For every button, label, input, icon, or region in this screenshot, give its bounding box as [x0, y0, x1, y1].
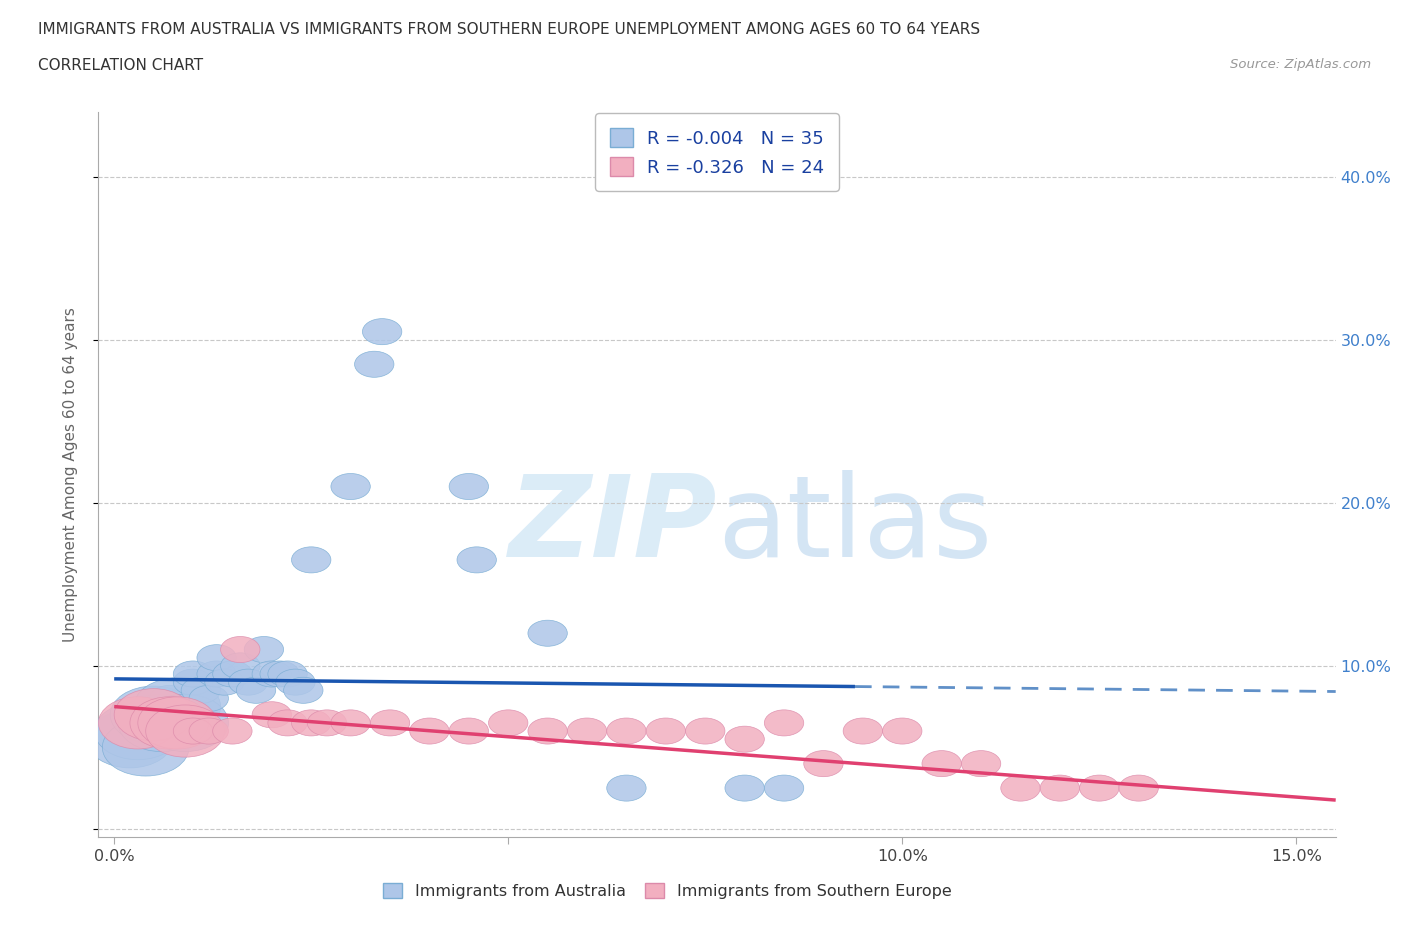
- Text: ZIP: ZIP: [509, 470, 717, 580]
- Ellipse shape: [129, 697, 208, 749]
- Ellipse shape: [269, 661, 308, 687]
- Ellipse shape: [173, 718, 212, 744]
- Ellipse shape: [370, 710, 409, 736]
- Ellipse shape: [221, 636, 260, 662]
- Ellipse shape: [409, 718, 449, 744]
- Ellipse shape: [181, 677, 221, 703]
- Ellipse shape: [197, 644, 236, 671]
- Ellipse shape: [725, 726, 765, 752]
- Ellipse shape: [449, 473, 488, 499]
- Ellipse shape: [212, 718, 252, 744]
- Ellipse shape: [94, 702, 181, 760]
- Y-axis label: Unemployment Among Ages 60 to 64 years: Unemployment Among Ages 60 to 64 years: [63, 307, 77, 642]
- Ellipse shape: [110, 686, 197, 743]
- Ellipse shape: [260, 661, 299, 687]
- Ellipse shape: [1119, 775, 1159, 801]
- Ellipse shape: [114, 688, 193, 741]
- Ellipse shape: [87, 711, 173, 768]
- Ellipse shape: [236, 677, 276, 703]
- Ellipse shape: [354, 352, 394, 378]
- Ellipse shape: [103, 719, 188, 776]
- Text: atlas: atlas: [717, 470, 993, 580]
- Ellipse shape: [844, 718, 883, 744]
- Ellipse shape: [1001, 775, 1040, 801]
- Ellipse shape: [221, 653, 260, 679]
- Ellipse shape: [922, 751, 962, 777]
- Ellipse shape: [607, 775, 647, 801]
- Ellipse shape: [173, 661, 212, 687]
- Ellipse shape: [725, 775, 765, 801]
- Ellipse shape: [146, 705, 225, 757]
- Ellipse shape: [134, 678, 221, 736]
- Ellipse shape: [647, 718, 686, 744]
- Ellipse shape: [138, 697, 217, 749]
- Ellipse shape: [804, 751, 844, 777]
- Ellipse shape: [291, 710, 330, 736]
- Ellipse shape: [330, 473, 370, 499]
- Ellipse shape: [686, 718, 725, 744]
- Ellipse shape: [330, 710, 370, 736]
- Ellipse shape: [118, 694, 205, 751]
- Ellipse shape: [457, 547, 496, 573]
- Ellipse shape: [1040, 775, 1080, 801]
- Ellipse shape: [205, 669, 245, 696]
- Ellipse shape: [1080, 775, 1119, 801]
- Ellipse shape: [98, 697, 177, 749]
- Ellipse shape: [962, 751, 1001, 777]
- Ellipse shape: [269, 710, 308, 736]
- Ellipse shape: [197, 661, 236, 687]
- Ellipse shape: [883, 718, 922, 744]
- Ellipse shape: [149, 685, 188, 711]
- Ellipse shape: [188, 718, 228, 744]
- Ellipse shape: [252, 661, 291, 687]
- Ellipse shape: [568, 718, 607, 744]
- Ellipse shape: [228, 669, 269, 696]
- Text: Source: ZipAtlas.com: Source: ZipAtlas.com: [1230, 58, 1371, 71]
- Ellipse shape: [527, 620, 568, 646]
- Ellipse shape: [308, 710, 347, 736]
- Ellipse shape: [142, 694, 228, 751]
- Ellipse shape: [765, 710, 804, 736]
- Text: IMMIGRANTS FROM AUSTRALIA VS IMMIGRANTS FROM SOUTHERN EUROPE UNEMPLOYMENT AMONG : IMMIGRANTS FROM AUSTRALIA VS IMMIGRANTS …: [38, 22, 980, 37]
- Ellipse shape: [363, 319, 402, 345]
- Ellipse shape: [245, 636, 284, 662]
- Ellipse shape: [173, 669, 212, 696]
- Legend: Immigrants from Australia, Immigrants from Southern Europe: Immigrants from Australia, Immigrants fr…: [377, 876, 959, 905]
- Ellipse shape: [212, 661, 252, 687]
- Ellipse shape: [765, 775, 804, 801]
- Ellipse shape: [607, 718, 647, 744]
- Ellipse shape: [188, 685, 228, 711]
- Ellipse shape: [252, 702, 291, 728]
- Text: CORRELATION CHART: CORRELATION CHART: [38, 58, 202, 73]
- Ellipse shape: [527, 718, 568, 744]
- Ellipse shape: [488, 710, 527, 736]
- Ellipse shape: [449, 718, 488, 744]
- Ellipse shape: [284, 677, 323, 703]
- Ellipse shape: [276, 669, 315, 696]
- Ellipse shape: [291, 547, 330, 573]
